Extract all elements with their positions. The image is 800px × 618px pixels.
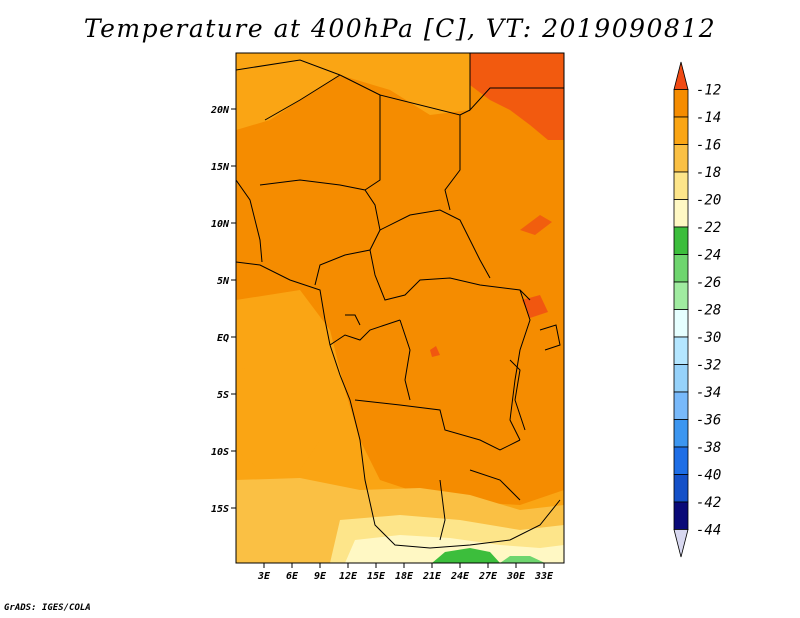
colorbar-segment: [673, 501, 689, 530]
colorbar-segment: [673, 419, 689, 448]
lat-tick-label: 10S: [211, 447, 229, 458]
lon-tick-label: 9E: [314, 571, 327, 582]
field-12-patch-1: [520, 215, 552, 235]
colorbar-label: -26: [696, 275, 721, 291]
grads-credit: GrADS: IGES/COLA: [4, 603, 91, 613]
colorbar-segment: [673, 446, 689, 475]
field-24-patch: [432, 548, 500, 563]
colorbar-segment: [673, 254, 689, 283]
colorbar-label: -40: [696, 468, 721, 484]
lon-tick-label: 24E: [450, 571, 470, 582]
plot-frame: [235, 52, 565, 564]
field-24-patch-east: [500, 556, 545, 563]
colorbar-label: -28: [696, 303, 721, 319]
colorbar-label: -42: [696, 495, 721, 511]
lon-tick-label: 15E: [367, 571, 386, 582]
colorbar-segment: [673, 144, 689, 173]
lat-tick-label: 20N: [210, 105, 230, 116]
colorbar-label: -18: [696, 165, 721, 181]
lon-tick-label: 12E: [339, 571, 358, 582]
lat-tick-label: 5N: [217, 276, 230, 287]
field-22-band: [345, 535, 564, 563]
colorbar-label: -12: [696, 83, 721, 99]
colorbar-label: -34: [696, 385, 721, 401]
field-16-north: [236, 53, 470, 130]
lon-tick-label: 18E: [395, 571, 414, 582]
colorbar-label: -32: [696, 358, 721, 374]
colorbar-segment: [673, 226, 689, 255]
colorbar-label: -22: [696, 220, 721, 236]
field-16-west-patch: [236, 360, 330, 470]
colorbar-segment: [673, 391, 689, 420]
lon-tick-label: 21E: [422, 571, 442, 582]
colorbar-label: -20: [696, 193, 721, 209]
lat-tick-label: 15N: [211, 162, 230, 173]
colorbar-segment: [673, 281, 689, 310]
colorbar-label: -24: [696, 248, 721, 264]
lat-tick-label: 5S: [217, 390, 229, 401]
colorbar-segment: [673, 309, 689, 338]
colorbar-label: -14: [696, 110, 721, 126]
colorbar-segment: [673, 364, 689, 393]
lon-tick-label: 3E: [257, 571, 271, 582]
lon-axis: 3E 6E 9E 12E 15E 18E 21E 24E 27E 30E 33E: [257, 563, 554, 582]
field-12-patch-2: [522, 295, 548, 318]
field-12-northeast: [470, 53, 564, 140]
colorbar: -12 -14 -16 -18 -20 -22 -24 -26 -28 -30 -32 -34 -36 -…: [673, 61, 721, 558]
colorbar-segment: [673, 474, 689, 503]
field-12-patch-3: [430, 346, 440, 357]
map-title: Temperature at 400hPa [C], VT: 201909081…: [83, 14, 717, 43]
lat-tick-label: 10N: [211, 219, 230, 230]
colorbar-segment: [673, 529, 689, 558]
lat-axis: 20N 15N 10N 5N EQ 5S 10S 15S: [210, 105, 236, 515]
map-plot-area: [236, 53, 564, 563]
lon-tick-label: 27E: [478, 571, 498, 582]
lat-tick-label: 15S: [211, 504, 229, 515]
colorbar-segment: [673, 116, 689, 145]
lon-tick-label: 33E: [534, 571, 554, 582]
colorbar-label: -16: [696, 138, 721, 154]
colorbar-segment: [673, 89, 689, 118]
colorbar-label: -38: [696, 440, 721, 456]
colorbar-label: -36: [696, 413, 721, 429]
country-boundaries: [236, 53, 564, 549]
colorbar-segment: [673, 171, 689, 200]
lon-tick-label: 6E: [286, 571, 299, 582]
colorbar-segment: [673, 336, 689, 365]
colorbar-label: -44: [696, 523, 721, 539]
colorbar-segment: [673, 61, 689, 90]
colorbar-segment: [673, 199, 689, 228]
lon-tick-label: 30E: [506, 571, 526, 582]
lat-tick-label: EQ: [217, 333, 229, 344]
colorbar-label: -30: [696, 330, 721, 346]
